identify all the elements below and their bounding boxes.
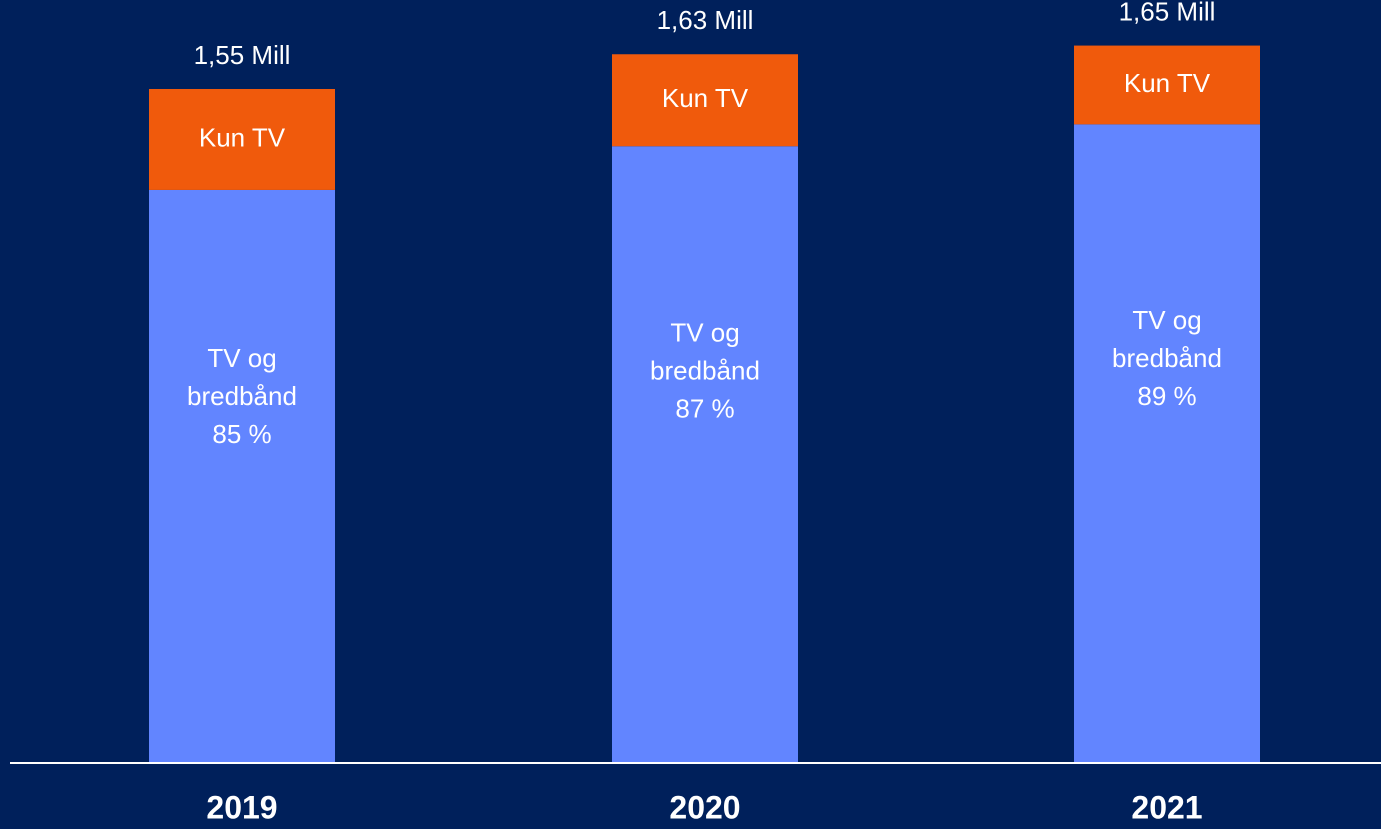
bar-segment-tv-og-bredband-2020 bbox=[612, 146, 798, 762]
bar-segment-kun-tv-2021 bbox=[1074, 45, 1260, 125]
x-tick-label-2020: 2020 bbox=[669, 789, 740, 825]
total-label-2020: 1,63 Mill bbox=[657, 5, 754, 35]
total-label-2019: 1,55 Mill bbox=[194, 40, 291, 70]
bar-segment-tv-og-bredband-2021 bbox=[1074, 124, 1260, 762]
segment-label-kun-tv-2019: Kun TV bbox=[199, 122, 286, 152]
x-tick-label-2021: 2021 bbox=[1131, 789, 1202, 825]
bar-segment-kun-tv-2019 bbox=[149, 88, 335, 190]
share-label-2019: 85 % bbox=[212, 419, 271, 449]
segment-label-kun-tv-2020: Kun TV bbox=[662, 83, 749, 113]
segment-label-bredband-2019: bredbånd bbox=[187, 381, 297, 411]
segment-label-kun-tv-2021: Kun TV bbox=[1124, 68, 1211, 98]
share-label-2021: 89 % bbox=[1137, 381, 1196, 411]
segment-label-tv-og-2019: TV og bbox=[207, 343, 276, 373]
bar-segment-kun-tv-2020 bbox=[612, 54, 798, 147]
segment-label-bredband-2021: bredbånd bbox=[1112, 343, 1222, 373]
total-label-2021: 1,65 Mill bbox=[1119, 0, 1216, 26]
segment-label-tv-og-2020: TV og bbox=[670, 318, 739, 348]
share-label-2020: 87 % bbox=[675, 394, 734, 424]
segment-label-bredband-2020: bredbånd bbox=[650, 356, 760, 386]
x-tick-label-2019: 2019 bbox=[206, 789, 277, 825]
bar-segment-tv-og-bredband-2019 bbox=[149, 189, 335, 762]
segment-label-tv-og-2021: TV og bbox=[1132, 305, 1201, 335]
